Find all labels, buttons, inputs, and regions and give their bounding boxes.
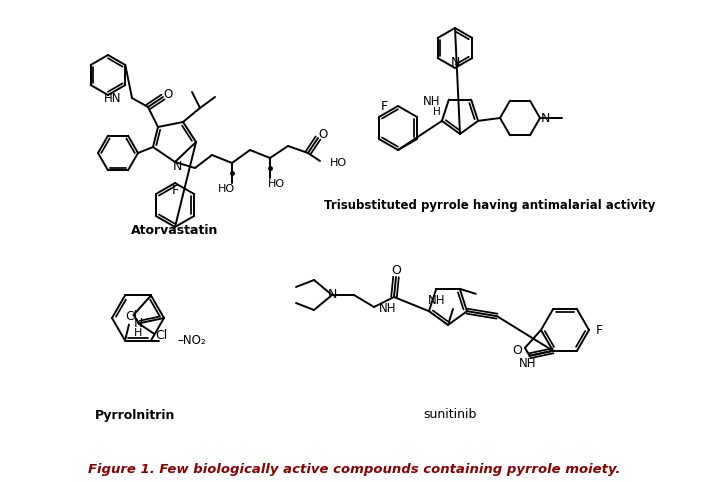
Text: NH: NH	[428, 295, 445, 308]
Text: N: N	[540, 111, 549, 124]
Text: NH: NH	[423, 95, 441, 108]
Text: HO: HO	[330, 158, 347, 168]
Text: Pyrrolnitrin: Pyrrolnitrin	[95, 409, 175, 421]
Text: N: N	[450, 55, 459, 68]
Text: Atorvastatin: Atorvastatin	[131, 224, 219, 237]
Text: N: N	[327, 289, 337, 302]
Text: N: N	[133, 317, 143, 330]
Text: Cl: Cl	[125, 310, 137, 323]
Text: H: H	[433, 107, 441, 117]
Text: HN: HN	[103, 92, 121, 105]
Text: HO: HO	[217, 184, 234, 194]
Text: NH: NH	[379, 303, 396, 316]
Text: Cl: Cl	[156, 329, 168, 342]
Text: Trisubstituted pyrrole having antimalarial activity: Trisubstituted pyrrole having antimalari…	[324, 199, 656, 212]
Text: NH: NH	[518, 357, 536, 370]
Text: F: F	[595, 323, 603, 336]
Text: O: O	[513, 344, 523, 357]
Text: O: O	[164, 89, 173, 102]
Text: F: F	[381, 99, 388, 112]
Text: F: F	[171, 185, 178, 198]
Text: H: H	[134, 328, 142, 338]
Text: O: O	[319, 129, 328, 142]
Text: –NO₂: –NO₂	[177, 334, 205, 347]
Text: N: N	[172, 161, 182, 174]
Text: O: O	[391, 264, 401, 277]
Text: sunitinib: sunitinib	[423, 409, 476, 421]
Text: HO: HO	[268, 179, 285, 189]
Text: Figure 1. Few biologically active compounds containing pyrrole moiety.: Figure 1. Few biologically active compou…	[88, 464, 620, 477]
